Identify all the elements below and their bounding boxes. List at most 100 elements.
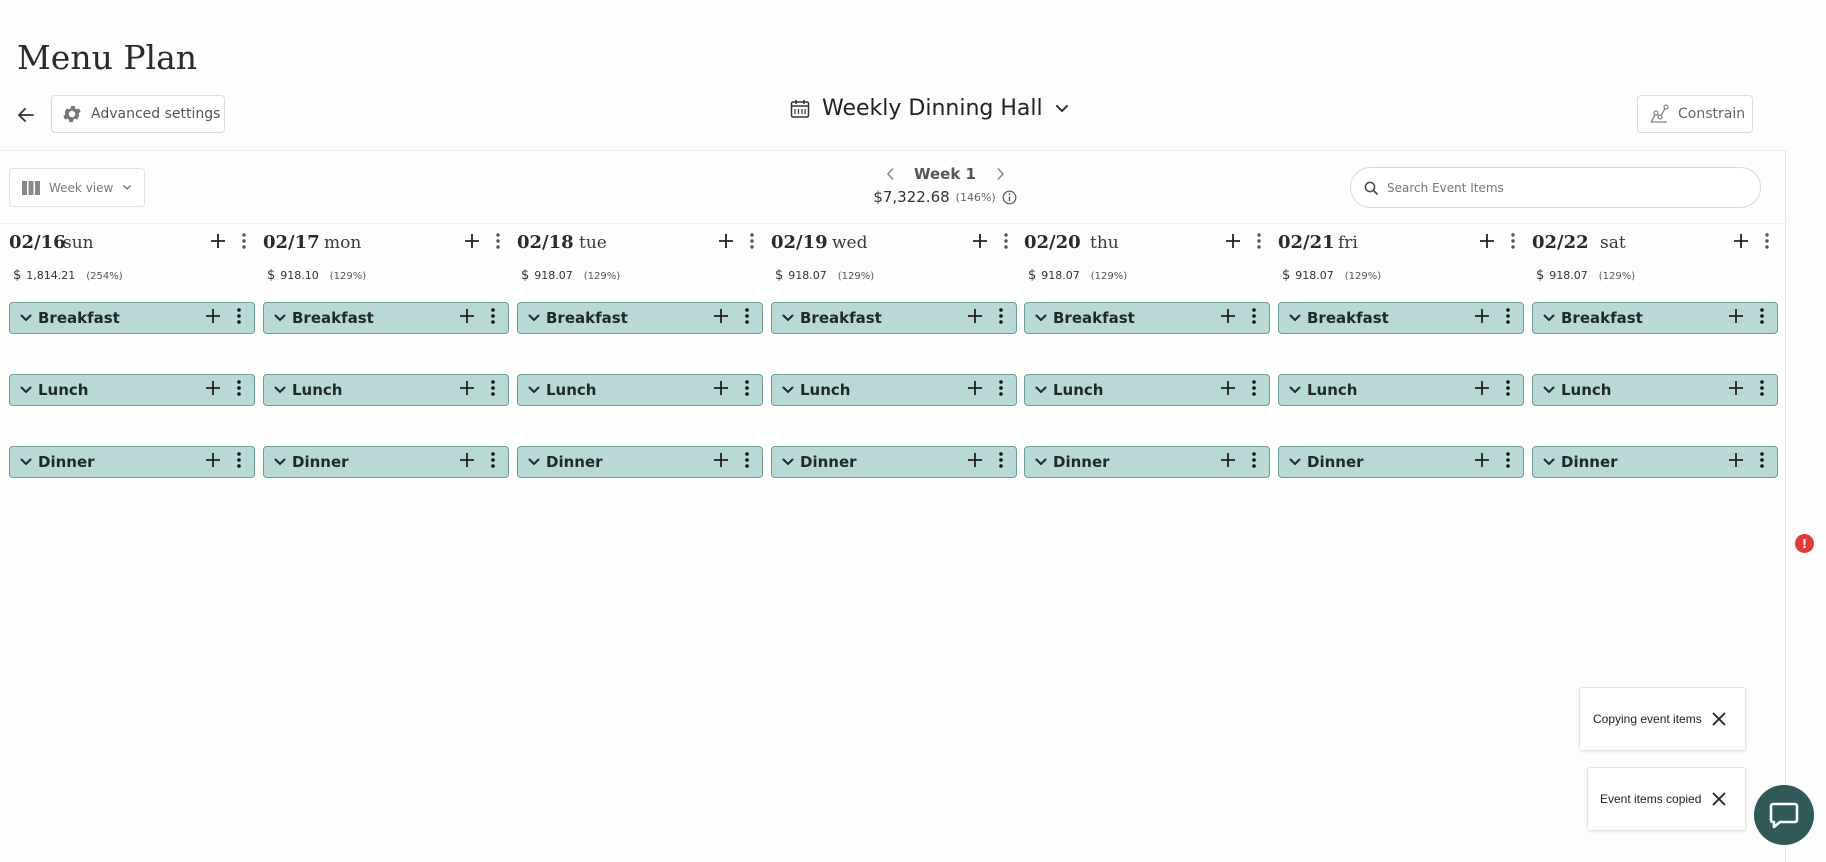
add-meal-item-button[interactable]: [964, 379, 986, 401]
meal-more-button[interactable]: [1755, 451, 1769, 473]
day-more-button[interactable]: [1759, 232, 1775, 254]
add-meal-item-button[interactable]: [964, 307, 986, 329]
add-day-item-button[interactable]: [1730, 232, 1752, 254]
add-meal-item-button[interactable]: [1217, 379, 1239, 401]
add-day-item-button[interactable]: [969, 232, 991, 254]
meal-more-button[interactable]: [1247, 307, 1261, 329]
add-meal-item-button[interactable]: [1471, 451, 1493, 473]
add-meal-item-button[interactable]: [710, 451, 732, 473]
close-toast-button[interactable]: [1710, 710, 1728, 728]
add-meal-item-button[interactable]: [710, 379, 732, 401]
meal-more-button[interactable]: [994, 379, 1008, 401]
day-more-button[interactable]: [1505, 232, 1521, 254]
add-day-item-button[interactable]: [1222, 232, 1244, 254]
meal-bar-lunch[interactable]: Lunch: [1532, 374, 1778, 406]
chevron-down-icon[interactable]: [15, 458, 37, 466]
meal-more-button[interactable]: [1247, 379, 1261, 401]
chevron-down-icon[interactable]: [777, 386, 799, 394]
day-more-button[interactable]: [1251, 232, 1267, 254]
add-meal-item-button[interactable]: [202, 451, 224, 473]
meal-bar-breakfast[interactable]: Breakfast: [9, 302, 255, 334]
prev-week-button[interactable]: [880, 164, 900, 184]
add-day-item-button[interactable]: [1476, 232, 1498, 254]
info-icon[interactable]: [1002, 190, 1017, 205]
chevron-down-icon[interactable]: [1030, 458, 1052, 466]
meal-bar-lunch[interactable]: Lunch: [1024, 374, 1270, 406]
next-week-button[interactable]: [990, 164, 1010, 184]
chevron-down-icon[interactable]: [1538, 314, 1560, 322]
close-toast-button[interactable]: [1710, 790, 1728, 808]
add-day-item-button[interactable]: [461, 232, 483, 254]
view-selector[interactable]: Week view: [9, 168, 145, 207]
chevron-down-icon[interactable]: [269, 314, 291, 322]
meal-more-button[interactable]: [232, 451, 246, 473]
meal-bar-dinner[interactable]: Dinner: [263, 446, 509, 478]
chevron-down-icon[interactable]: [269, 386, 291, 394]
meal-more-button[interactable]: [486, 307, 500, 329]
chevron-down-icon[interactable]: [523, 314, 545, 322]
add-meal-item-button[interactable]: [456, 307, 478, 329]
chevron-down-icon[interactable]: [15, 314, 37, 322]
add-meal-item-button[interactable]: [1471, 379, 1493, 401]
meal-bar-dinner[interactable]: Dinner: [771, 446, 1017, 478]
chevron-down-icon[interactable]: [777, 458, 799, 466]
meal-bar-dinner[interactable]: Dinner: [1024, 446, 1270, 478]
chevron-down-icon[interactable]: [1284, 314, 1306, 322]
meal-bar-breakfast[interactable]: Breakfast: [771, 302, 1017, 334]
meal-bar-breakfast[interactable]: Breakfast: [1532, 302, 1778, 334]
add-meal-item-button[interactable]: [202, 379, 224, 401]
meal-bar-dinner[interactable]: Dinner: [1532, 446, 1778, 478]
add-day-item-button[interactable]: [715, 232, 737, 254]
chevron-down-icon[interactable]: [523, 386, 545, 394]
alert-badge[interactable]: !: [1795, 534, 1814, 553]
chevron-down-icon[interactable]: [1284, 386, 1306, 394]
meal-bar-breakfast[interactable]: Breakfast: [1024, 302, 1270, 334]
meal-more-button[interactable]: [232, 379, 246, 401]
add-meal-item-button[interactable]: [710, 307, 732, 329]
chevron-down-icon[interactable]: [1030, 314, 1052, 322]
meal-bar-lunch[interactable]: Lunch: [9, 374, 255, 406]
add-meal-item-button[interactable]: [1725, 379, 1747, 401]
meal-bar-breakfast[interactable]: Breakfast: [1278, 302, 1524, 334]
meal-bar-dinner[interactable]: Dinner: [9, 446, 255, 478]
chevron-down-icon[interactable]: [1538, 386, 1560, 394]
meal-more-button[interactable]: [1501, 379, 1515, 401]
meal-bar-lunch[interactable]: Lunch: [1278, 374, 1524, 406]
meal-more-button[interactable]: [740, 451, 754, 473]
add-meal-item-button[interactable]: [1217, 451, 1239, 473]
chevron-down-icon[interactable]: [15, 386, 37, 394]
add-meal-item-button[interactable]: [964, 451, 986, 473]
chevron-down-icon[interactable]: [523, 458, 545, 466]
add-meal-item-button[interactable]: [202, 307, 224, 329]
meal-more-button[interactable]: [486, 379, 500, 401]
constrain-button[interactable]: Constrain: [1637, 95, 1753, 133]
add-day-item-button[interactable]: [207, 232, 229, 254]
chevron-down-icon[interactable]: [1030, 386, 1052, 394]
advanced-settings-button[interactable]: Advanced settings: [51, 95, 225, 133]
meal-bar-lunch[interactable]: Lunch: [263, 374, 509, 406]
add-meal-item-button[interactable]: [456, 379, 478, 401]
meal-more-button[interactable]: [1247, 451, 1261, 473]
meal-bar-lunch[interactable]: Lunch: [517, 374, 763, 406]
day-more-button[interactable]: [744, 232, 760, 254]
meal-more-button[interactable]: [1755, 379, 1769, 401]
chevron-down-icon[interactable]: [777, 314, 799, 322]
meal-bar-dinner[interactable]: Dinner: [517, 446, 763, 478]
meal-bar-breakfast[interactable]: Breakfast: [517, 302, 763, 334]
search-box[interactable]: [1350, 167, 1761, 208]
meal-more-button[interactable]: [1501, 307, 1515, 329]
meal-bar-dinner[interactable]: Dinner: [1278, 446, 1524, 478]
add-meal-item-button[interactable]: [1471, 307, 1493, 329]
meal-more-button[interactable]: [994, 307, 1008, 329]
meal-bar-breakfast[interactable]: Breakfast: [263, 302, 509, 334]
day-more-button[interactable]: [998, 232, 1014, 254]
meal-bar-lunch[interactable]: Lunch: [771, 374, 1017, 406]
chat-button[interactable]: [1754, 785, 1814, 845]
day-more-button[interactable]: [490, 232, 506, 254]
meal-more-button[interactable]: [740, 307, 754, 329]
meal-more-button[interactable]: [1501, 451, 1515, 473]
day-more-button[interactable]: [236, 232, 252, 254]
meal-more-button[interactable]: [994, 451, 1008, 473]
meal-more-button[interactable]: [232, 307, 246, 329]
chevron-down-icon[interactable]: [1538, 458, 1560, 466]
